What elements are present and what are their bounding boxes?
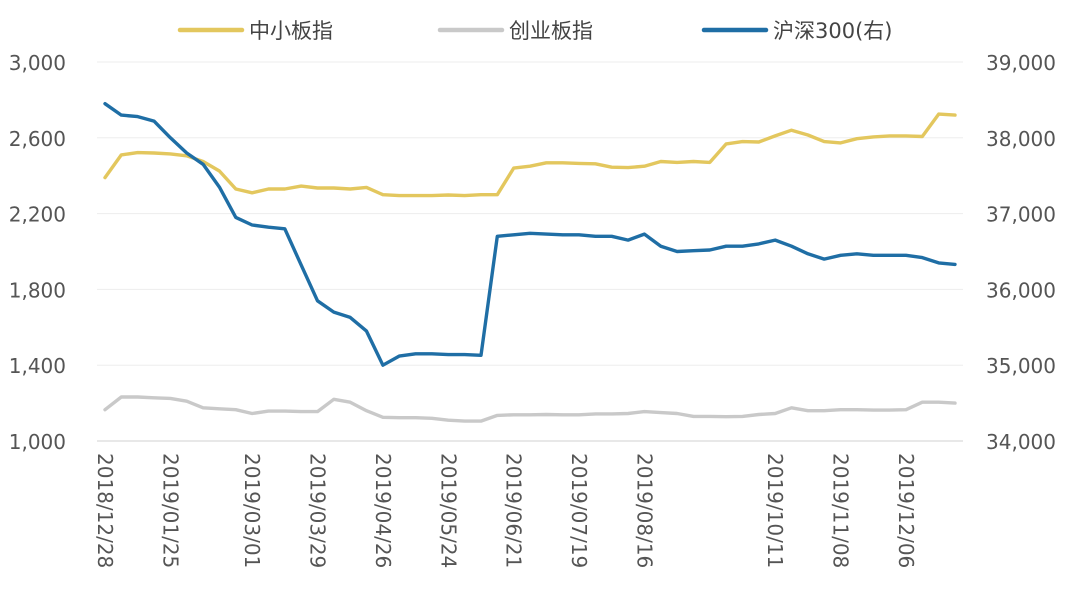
series-line-1 (103, 395, 957, 423)
x-tick-label: 2019/04/26 (371, 453, 395, 568)
left-y-tick-label: 1,000 (9, 430, 66, 454)
x-axis: 2018/12/28 2019/01/25 2019/03/01 2019/03/29… (93, 440, 963, 568)
right-y-tick-label: 36,000 (986, 278, 1056, 302)
x-tick-label: 2019/03/01 (240, 453, 264, 568)
right-y-tick-label: 37,000 (986, 203, 1056, 227)
x-tick-label: 2019/08/16 (632, 453, 656, 568)
left-y-tick-label: 2,200 (9, 203, 66, 227)
legend-label: 中小板指 (249, 19, 333, 43)
right-y-tick-label: 39,000 (986, 51, 1056, 75)
legend: 中小板指 创业板指 沪深300(右) (177, 19, 892, 43)
x-tick-label: 2019/01/25 (158, 453, 182, 568)
legend-label: 沪深300(右) (773, 19, 892, 43)
legend-label: 创业板指 (509, 19, 593, 43)
right-y-tick-label: 34,000 (986, 430, 1056, 454)
series-lines (103, 101, 957, 423)
x-tick-label: 2019/07/19 (567, 453, 591, 568)
series-line-2 (103, 101, 957, 367)
left-y-tick-label: 1,800 (9, 278, 66, 302)
grid-lines (97, 61, 963, 366)
right-y-axis: 34,000 35,000 36,000 37,000 38,000 39,000 (986, 51, 1056, 454)
left-y-tick-label: 2,600 (9, 127, 66, 151)
x-tick-label: 2019/12/06 (894, 453, 918, 568)
series-line-0 (103, 112, 957, 198)
left-y-axis: 1,000 1,400 1,800 2,200 2,600 3,000 (9, 51, 66, 454)
x-tick-label: 2019/05/24 (436, 453, 460, 568)
right-y-tick-label: 38,000 (986, 127, 1056, 151)
x-tick-label: 2019/10/11 (763, 453, 787, 568)
x-tick-label: 2019/03/29 (306, 453, 330, 568)
right-y-tick-label: 35,000 (986, 354, 1056, 378)
x-tick-label: 2018/12/28 (93, 453, 117, 568)
left-y-tick-label: 3,000 (9, 51, 66, 75)
x-tick-label: 2019/11/08 (829, 453, 853, 568)
left-y-tick-label: 1,400 (9, 354, 66, 378)
x-tick-label: 2019/06/21 (502, 453, 526, 568)
